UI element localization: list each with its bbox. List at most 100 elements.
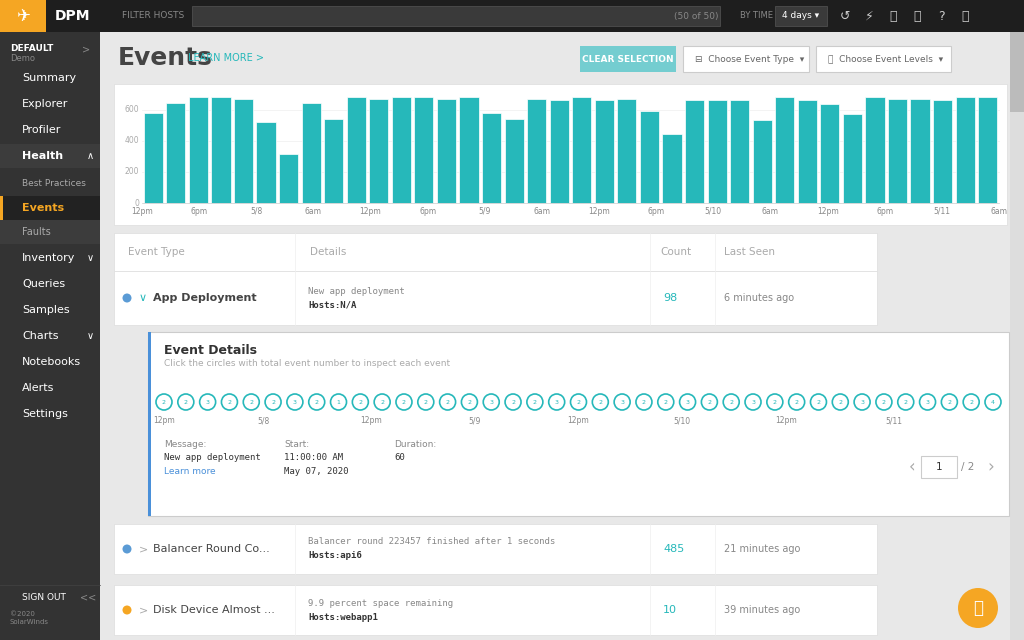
- FancyBboxPatch shape: [617, 99, 637, 203]
- Text: ∨: ∨: [87, 253, 94, 263]
- Text: 3: 3: [489, 399, 494, 404]
- Text: 5/11: 5/11: [885, 416, 902, 425]
- FancyBboxPatch shape: [865, 97, 885, 203]
- Text: 1: 1: [936, 462, 942, 472]
- FancyBboxPatch shape: [233, 99, 253, 203]
- Text: Settings: Settings: [22, 409, 68, 419]
- Text: ∨: ∨: [87, 331, 94, 341]
- Text: Events: Events: [118, 46, 213, 70]
- Circle shape: [723, 394, 739, 410]
- Text: 6 minutes ago: 6 minutes ago: [724, 293, 795, 303]
- Text: 2: 2: [184, 399, 187, 404]
- Text: 🔔  Choose Event Levels  ▾: 🔔 Choose Event Levels ▾: [828, 54, 943, 63]
- Text: ✈: ✈: [16, 7, 30, 25]
- Text: 5/9: 5/9: [478, 207, 490, 216]
- Text: CLEAR SELECTION: CLEAR SELECTION: [583, 54, 674, 63]
- FancyBboxPatch shape: [0, 196, 100, 220]
- Text: ↺: ↺: [840, 10, 850, 22]
- Text: 3: 3: [686, 399, 689, 404]
- FancyBboxPatch shape: [683, 46, 809, 72]
- Text: 2: 2: [708, 399, 712, 404]
- FancyBboxPatch shape: [114, 524, 877, 574]
- FancyBboxPatch shape: [143, 113, 163, 203]
- FancyBboxPatch shape: [460, 97, 478, 203]
- FancyBboxPatch shape: [921, 456, 957, 478]
- Circle shape: [958, 588, 998, 628]
- Text: Summary: Summary: [22, 73, 76, 83]
- Text: 2: 2: [445, 399, 450, 404]
- Text: LEARN MORE >: LEARN MORE >: [188, 53, 264, 63]
- Text: 12pm: 12pm: [775, 416, 797, 425]
- FancyBboxPatch shape: [910, 99, 930, 203]
- FancyBboxPatch shape: [100, 32, 1024, 640]
- FancyBboxPatch shape: [775, 97, 795, 203]
- Circle shape: [570, 394, 587, 410]
- Circle shape: [549, 394, 564, 410]
- Text: Faults: Faults: [22, 227, 51, 237]
- Circle shape: [941, 394, 957, 410]
- FancyBboxPatch shape: [0, 32, 100, 640]
- Text: 12pm: 12pm: [131, 207, 153, 216]
- FancyBboxPatch shape: [816, 46, 951, 72]
- Text: ⤴: ⤴: [889, 10, 897, 22]
- Circle shape: [810, 394, 826, 410]
- Text: 2: 2: [795, 399, 799, 404]
- Text: DEFAULT: DEFAULT: [10, 44, 53, 53]
- FancyBboxPatch shape: [148, 332, 151, 516]
- Text: Start:: Start:: [284, 440, 309, 449]
- FancyBboxPatch shape: [595, 100, 614, 203]
- FancyBboxPatch shape: [193, 6, 720, 26]
- Text: Best Practices: Best Practices: [22, 179, 86, 189]
- Text: 60: 60: [394, 453, 404, 462]
- Text: 21 minutes ago: 21 minutes ago: [724, 544, 801, 554]
- Text: 4: 4: [991, 399, 995, 404]
- Circle shape: [898, 394, 913, 410]
- Text: 5/10: 5/10: [705, 207, 722, 216]
- Text: Disk Device Almost ...: Disk Device Almost ...: [153, 605, 274, 615]
- Text: Notebooks: Notebooks: [22, 357, 81, 367]
- FancyBboxPatch shape: [572, 97, 592, 203]
- Text: 0: 0: [134, 198, 139, 207]
- Text: 2: 2: [773, 399, 777, 404]
- Text: Queries: Queries: [22, 279, 66, 289]
- Circle shape: [876, 394, 892, 410]
- FancyBboxPatch shape: [301, 103, 321, 203]
- FancyBboxPatch shape: [325, 119, 343, 203]
- Text: Health: Health: [22, 151, 63, 161]
- Circle shape: [396, 394, 412, 410]
- Text: 11:00:00 AM: 11:00:00 AM: [284, 453, 343, 462]
- FancyBboxPatch shape: [256, 122, 275, 203]
- Text: 6pm: 6pm: [647, 207, 665, 216]
- Text: Duration:: Duration:: [394, 440, 436, 449]
- Circle shape: [156, 394, 172, 410]
- Text: 3: 3: [926, 399, 930, 404]
- Text: 98: 98: [663, 293, 677, 303]
- Text: Learn more: Learn more: [164, 467, 216, 476]
- FancyBboxPatch shape: [370, 99, 388, 203]
- FancyBboxPatch shape: [211, 97, 230, 203]
- FancyBboxPatch shape: [1010, 32, 1024, 112]
- Text: Message:: Message:: [164, 440, 207, 449]
- Text: 2: 2: [314, 399, 318, 404]
- Text: 💬: 💬: [973, 599, 983, 617]
- Circle shape: [178, 394, 194, 410]
- Text: ∧: ∧: [87, 151, 94, 161]
- Text: 2: 2: [642, 399, 646, 404]
- Circle shape: [462, 394, 477, 410]
- Text: 3: 3: [293, 399, 297, 404]
- Text: 5/11: 5/11: [933, 207, 950, 216]
- Circle shape: [244, 394, 259, 410]
- FancyBboxPatch shape: [685, 100, 705, 203]
- Text: Hosts:webapp1: Hosts:webapp1: [308, 612, 378, 621]
- Text: ⚡: ⚡: [864, 10, 873, 22]
- Text: 5/9: 5/9: [469, 416, 481, 425]
- FancyBboxPatch shape: [0, 144, 100, 168]
- Circle shape: [592, 394, 608, 410]
- Text: ?: ?: [938, 10, 944, 22]
- Text: (50 of 50): (50 of 50): [674, 12, 718, 20]
- Circle shape: [483, 394, 500, 410]
- Circle shape: [964, 394, 979, 410]
- FancyBboxPatch shape: [148, 332, 1009, 516]
- Text: Events: Events: [22, 203, 65, 213]
- Circle shape: [636, 394, 652, 410]
